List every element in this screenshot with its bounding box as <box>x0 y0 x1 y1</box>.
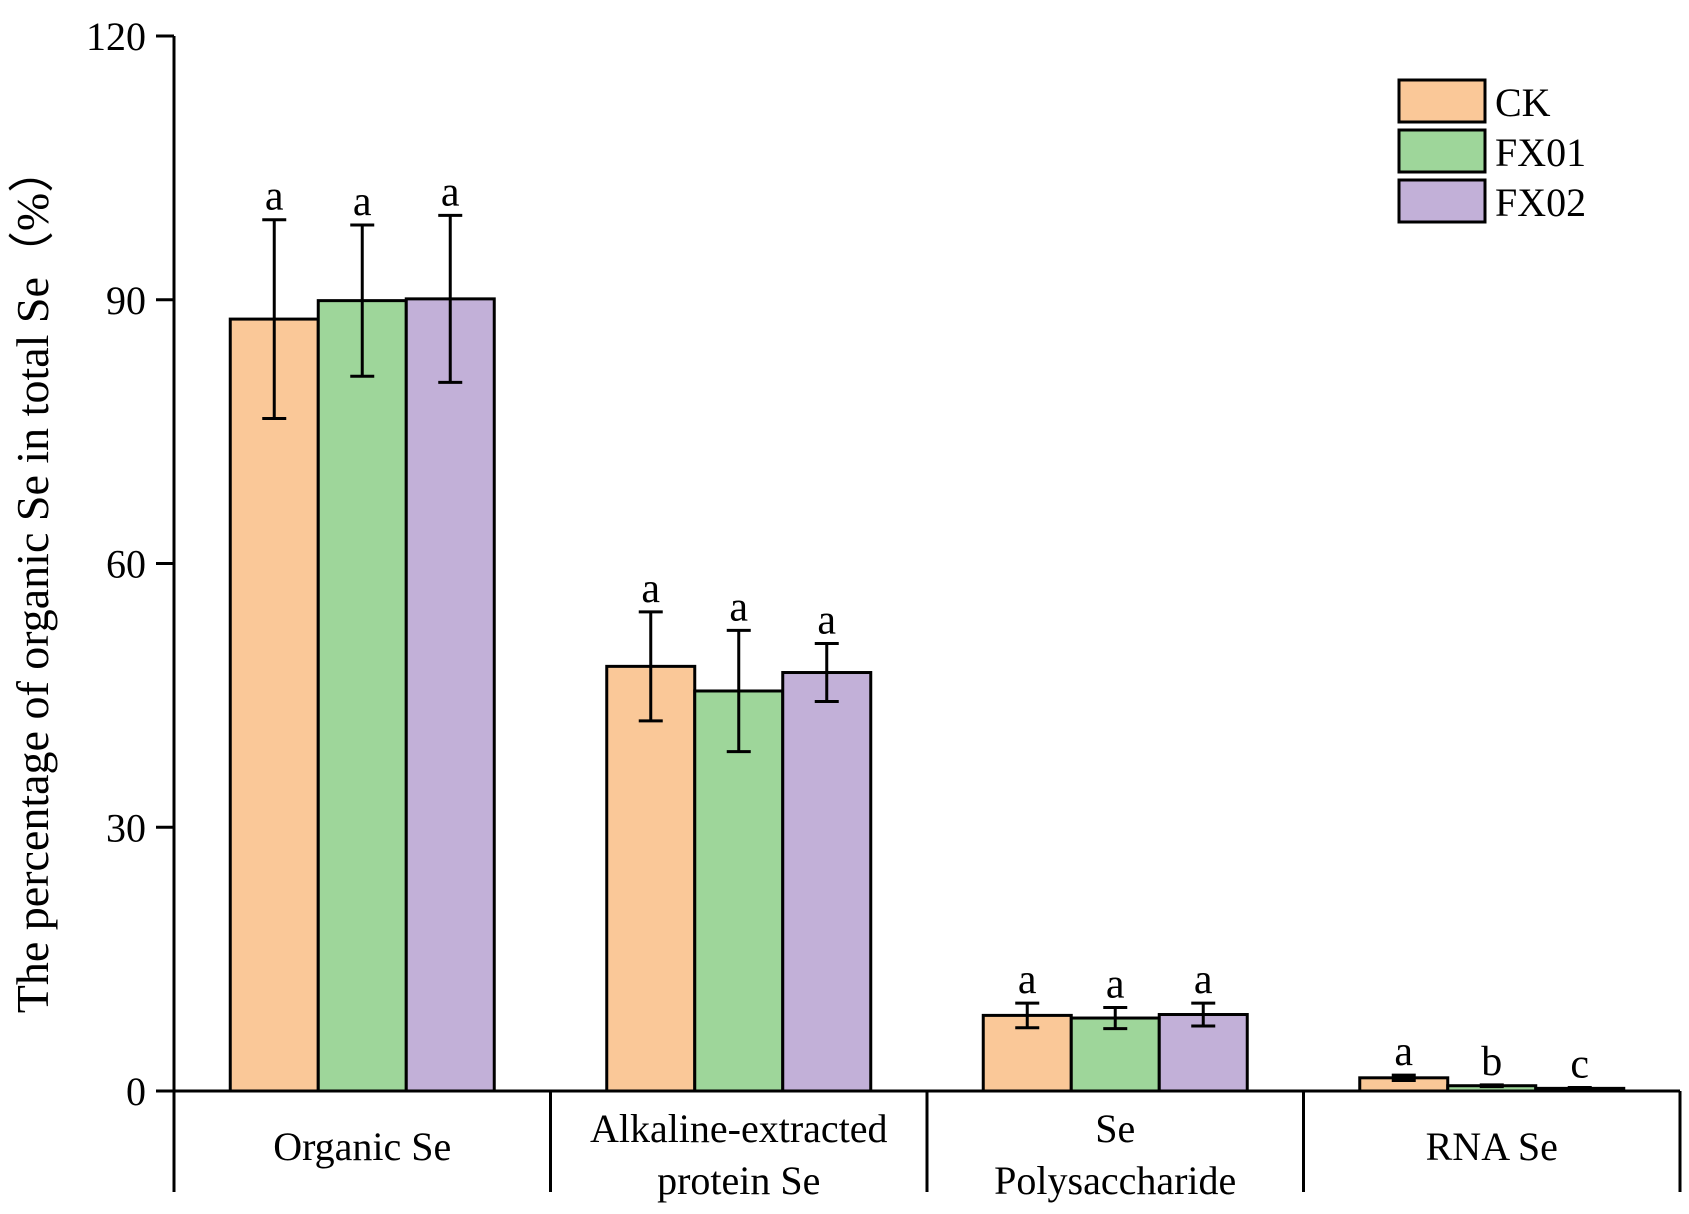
significance-label: a <box>1018 957 1037 1003</box>
y-tick-label: 30 <box>106 805 146 850</box>
legend-label: FX02 <box>1495 180 1586 225</box>
bar-ck <box>228 317 320 1093</box>
significance-labels: a a a a a a a a a a b c <box>265 169 1589 1087</box>
error-bar <box>1103 1005 1128 1031</box>
bar-fx01 <box>693 689 785 1093</box>
y-tick-label: 0 <box>126 1069 146 1114</box>
y-tick-label: 120 <box>86 14 146 59</box>
significance-label: a <box>729 584 748 630</box>
y-tick-label: 60 <box>106 542 146 587</box>
error-bar <box>814 642 839 704</box>
category-labels: Organic Se Alkaline-extracted protein Se Se… <box>273 1106 1558 1203</box>
error-bar <box>350 223 375 378</box>
bars <box>228 297 1626 1093</box>
significance-label: c <box>1570 1041 1589 1087</box>
category-label: RNA Se <box>1426 1124 1558 1169</box>
significance-label: a <box>817 598 836 644</box>
legend-swatch-fx01 <box>1397 128 1487 174</box>
error-bar <box>262 218 287 420</box>
error-bar <box>638 610 663 723</box>
bar-fx02 <box>781 671 873 1093</box>
error-bar <box>1015 1001 1040 1030</box>
significance-label: a <box>265 174 284 220</box>
y-tick-label: 90 <box>106 278 146 323</box>
error-bar <box>1479 1083 1504 1089</box>
legend-label: CK <box>1495 80 1551 125</box>
significance-label: a <box>353 179 372 225</box>
error-bar <box>1567 1085 1592 1091</box>
legend-swatch-ck <box>1397 78 1487 124</box>
bar-fx02 <box>404 297 496 1093</box>
error-bar <box>1191 1001 1216 1028</box>
legend: CK FX01 FX02 <box>1397 78 1586 225</box>
error-bar <box>438 213 463 384</box>
significance-label: a <box>1394 1029 1413 1075</box>
error-bar <box>1391 1073 1416 1082</box>
significance-label: a <box>641 566 660 612</box>
legend-label: FX01 <box>1495 130 1586 175</box>
significance-label: a <box>1106 961 1125 1007</box>
error-bar <box>726 628 751 754</box>
bar-fx01 <box>316 299 408 1093</box>
significance-label: b <box>1481 1039 1502 1085</box>
error-bars <box>262 213 1592 1091</box>
category-label: Alkaline-extracted protein Se <box>590 1106 888 1203</box>
category-label: Se Polysaccharide <box>994 1106 1236 1203</box>
y-axis-title: The percentage of organic Se in total Se… <box>7 147 58 1013</box>
significance-label: a <box>1194 957 1213 1003</box>
bar-ck <box>605 664 697 1093</box>
category-label: Organic Se <box>273 1124 451 1169</box>
legend-swatch-fx02 <box>1397 178 1487 224</box>
significance-label: a <box>441 169 460 215</box>
